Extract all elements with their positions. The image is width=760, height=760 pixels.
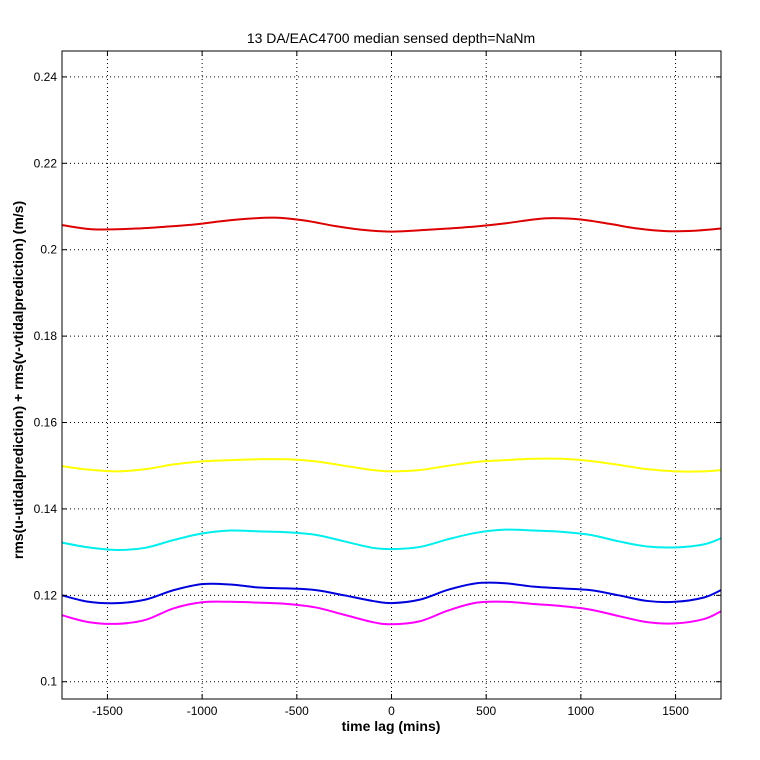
tick-labels: -1500 -1000 -500 0 500 1000 1500 0.1 0.12 0.14 0.1…: [34, 70, 690, 718]
x-tick-label: 0: [388, 704, 395, 718]
y-axis-label: rms(u-utidalprediction) + rms(v-vtidalpr…: [10, 201, 26, 559]
series-lines: [61, 216, 722, 626]
series-line-5: [61, 600, 722, 626]
y-tick-label: 0.22: [34, 156, 58, 170]
x-tick-label: 1500: [662, 704, 689, 718]
y-tick-label: 0.16: [34, 416, 58, 430]
y-tick-label: 0.1: [40, 675, 57, 689]
axes-box: [61, 50, 722, 700]
y-tick-label: 0.18: [34, 329, 58, 343]
x-tick-label: 500: [476, 704, 496, 718]
x-axis-label: time lag (mins): [342, 718, 441, 734]
x-tick-label: 1000: [568, 704, 595, 718]
y-tick-label: 0.14: [34, 502, 58, 516]
y-tick-label: 0.2: [40, 243, 57, 257]
x-tick-label: -500: [285, 704, 309, 718]
x-tick-label: -1000: [187, 704, 218, 718]
series-line-3: [61, 528, 722, 551]
series-line-4: [61, 581, 722, 605]
chart-title: 13 DA/EAC4700 median sensed depth=NaNm: [247, 30, 535, 46]
axes: [61, 50, 722, 700]
x-tick-label: -1500: [92, 704, 123, 718]
y-tick-label: 0.24: [34, 70, 58, 84]
grid-lines: [62, 51, 721, 699]
series-line-2: [61, 457, 722, 473]
y-tick-label: 0.12: [34, 588, 58, 602]
series-line-1: [61, 216, 722, 233]
